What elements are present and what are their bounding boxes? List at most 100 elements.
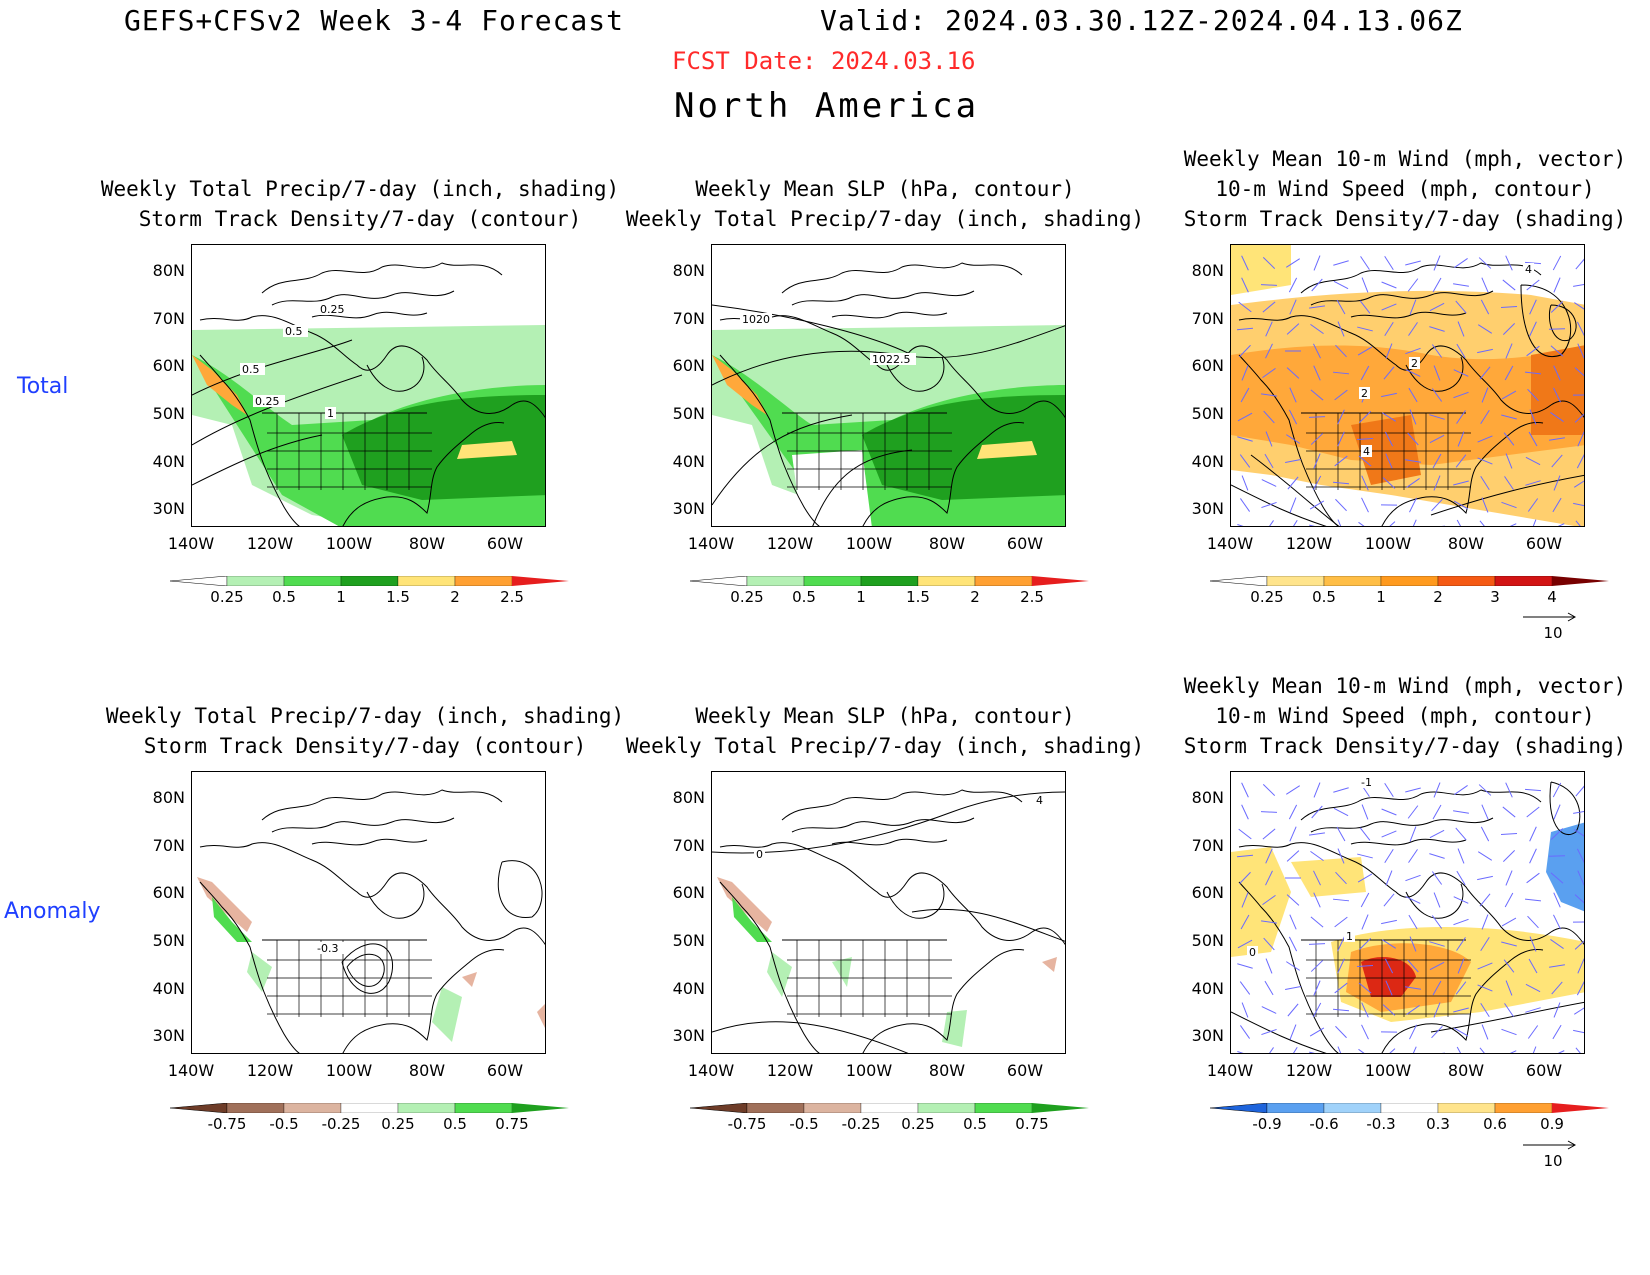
colorbar-swatch bbox=[1494, 576, 1553, 586]
wind-vector bbox=[1332, 898, 1350, 902]
title-line-1: Weekly Mean SLP (hPa, contour) bbox=[695, 704, 1075, 728]
lat-tick-label: 40N bbox=[672, 979, 705, 998]
lat-tick-label: 80N bbox=[152, 788, 185, 807]
wind-vectors bbox=[1236, 782, 1584, 1053]
hudson-bay bbox=[1405, 883, 1464, 919]
density-mid bbox=[1231, 345, 1584, 465]
colorbar-label: 2 bbox=[1433, 588, 1443, 606]
wind-vector bbox=[1477, 348, 1493, 354]
wind-vector bbox=[1527, 498, 1539, 512]
colorbar-label: 0.25 bbox=[730, 588, 764, 606]
lat-tick-label: 40N bbox=[1191, 979, 1224, 998]
contour-label: 2 bbox=[1359, 387, 1370, 400]
wind-vector bbox=[1289, 299, 1297, 315]
wind-vector bbox=[1261, 393, 1277, 397]
wind-vector bbox=[1313, 343, 1321, 359]
colorbar-swatch bbox=[746, 1103, 805, 1113]
wind-vector bbox=[1293, 1046, 1298, 1053]
wind-vector bbox=[1433, 892, 1441, 908]
wind-vector bbox=[1237, 412, 1253, 422]
east-coast bbox=[1381, 422, 1544, 526]
wind-vector bbox=[1503, 432, 1515, 446]
map-wind-total: 2 2 4 4 bbox=[1230, 244, 1585, 527]
wind-vector bbox=[1361, 475, 1369, 491]
density-high bbox=[1351, 415, 1421, 485]
wind-vector bbox=[1333, 807, 1349, 817]
anomaly-dry-coast bbox=[717, 877, 772, 932]
colorbar-label: 0.5 bbox=[963, 1115, 987, 1133]
wind-vector bbox=[1407, 959, 1419, 973]
lat-tick-label: 50N bbox=[152, 931, 185, 950]
colorbar-label: 0.6 bbox=[1483, 1115, 1507, 1133]
wind-vector bbox=[1356, 438, 1374, 440]
wind-vector bbox=[1361, 497, 1369, 513]
wind-vector bbox=[1357, 326, 1373, 332]
colorbar-swatch bbox=[1210, 1103, 1268, 1113]
colorbar-label: -0.6 bbox=[1309, 1115, 1339, 1133]
anomaly-wet-coast bbox=[732, 897, 772, 942]
wind-vector bbox=[1286, 894, 1300, 906]
wind-vector bbox=[1532, 519, 1537, 526]
wind-vector bbox=[1241, 365, 1249, 381]
lon-tick-label: 100W bbox=[845, 1061, 893, 1080]
wind-vector bbox=[1337, 431, 1345, 447]
wind-vector bbox=[1576, 981, 1584, 996]
wind-vector bbox=[1389, 521, 1396, 526]
colorbar-label: 0.75 bbox=[1015, 1115, 1049, 1133]
north-coast bbox=[199, 842, 545, 946]
lat-tick-label: 70N bbox=[1191, 836, 1224, 855]
colorbar-swatch bbox=[512, 576, 569, 586]
wind-vector bbox=[1241, 892, 1249, 908]
wind-vector bbox=[1265, 848, 1273, 864]
wind-vector bbox=[1286, 323, 1300, 335]
wind-vector bbox=[1528, 958, 1538, 974]
wind-vector bbox=[1406, 478, 1420, 488]
anomaly-wet-west bbox=[767, 952, 792, 997]
svg-text:0: 0 bbox=[756, 848, 763, 861]
state-lines bbox=[1306, 940, 1471, 1017]
valid-period: Valid: 2024.03.30.12Z-2024.04.13.06Z bbox=[820, 4, 1463, 37]
coastline bbox=[719, 789, 1065, 1053]
colorbar-swatch bbox=[803, 1103, 862, 1113]
wind-vector bbox=[1409, 497, 1417, 513]
colorbar-label: 0.75 bbox=[495, 1115, 529, 1133]
colorbar-swatch bbox=[974, 1103, 1033, 1113]
wind-vector bbox=[1361, 1024, 1369, 1040]
lon-tick-label: 80W bbox=[1447, 1061, 1485, 1080]
north-coast bbox=[1238, 842, 1584, 946]
north-coast bbox=[1238, 315, 1584, 419]
wind-vector bbox=[1241, 255, 1249, 271]
wind-vector bbox=[1477, 984, 1493, 992]
wind-vector bbox=[1481, 804, 1489, 820]
wind-vector bbox=[1265, 431, 1273, 447]
map-precip-anom: -0.3 bbox=[191, 771, 546, 1054]
lat-tick-label: 70N bbox=[672, 836, 705, 855]
lat-tick-label: 80N bbox=[672, 788, 705, 807]
wind-vector bbox=[1480, 1002, 1490, 1018]
wind-vector bbox=[1457, 321, 1465, 337]
lat-tick-label: 30N bbox=[1191, 1026, 1224, 1045]
svg-text:1: 1 bbox=[327, 407, 334, 420]
colorbar-label: 1.5 bbox=[906, 588, 930, 606]
colorbar-label: 2.5 bbox=[500, 588, 524, 606]
wind-vector bbox=[1264, 453, 1274, 469]
wind-vector bbox=[1574, 302, 1584, 310]
wind-vector bbox=[1429, 434, 1445, 444]
wind-vector bbox=[1384, 958, 1394, 974]
arctic-islands bbox=[1300, 789, 1542, 846]
vector-key: 10 bbox=[1523, 1140, 1583, 1180]
lat-tick-label: 70N bbox=[1191, 309, 1224, 328]
colorbar-precip-anom: -0.75 -0.5 -0.25 0.25 0.5 0.75 bbox=[170, 1103, 570, 1133]
wind-vector bbox=[1336, 826, 1346, 842]
colorbar-swatch bbox=[860, 576, 919, 586]
wind-vector bbox=[1429, 961, 1445, 971]
wind-vector bbox=[1529, 409, 1537, 425]
colorbar-swatch bbox=[1494, 1103, 1553, 1113]
lon-tick-label: 120W bbox=[246, 1061, 294, 1080]
wind-vector bbox=[1477, 435, 1493, 443]
wind-vector bbox=[1236, 327, 1254, 331]
colorbar-label: 0.9 bbox=[1540, 1115, 1564, 1133]
anomaly-pos-north bbox=[1291, 857, 1366, 897]
lon-tick-label: 120W bbox=[1285, 1061, 1333, 1080]
wind-vector bbox=[1357, 853, 1373, 859]
